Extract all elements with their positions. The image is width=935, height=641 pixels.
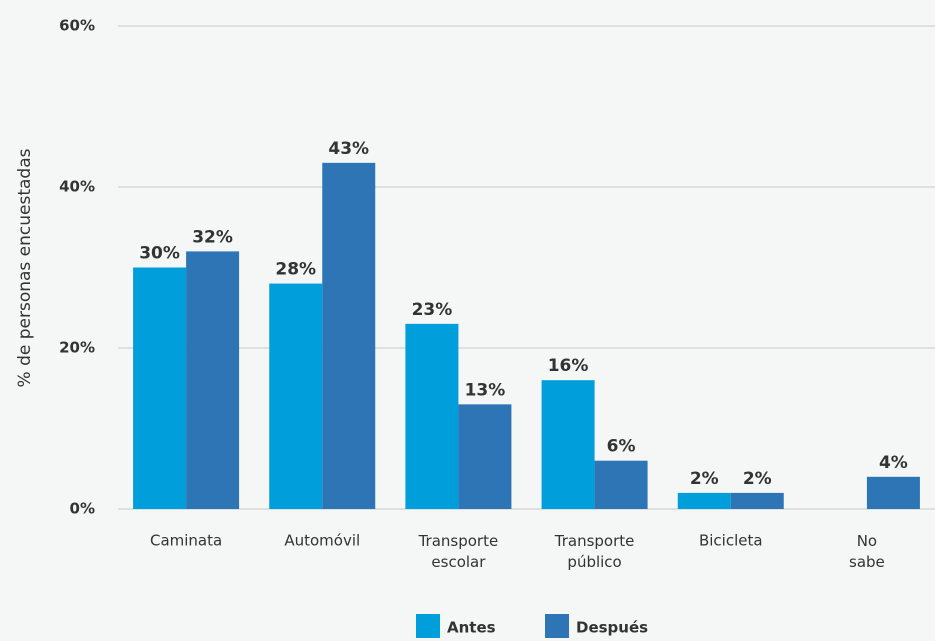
bar [730,492,784,509]
y-tick-label: 60% [59,17,95,35]
data-label: 28% [275,260,316,280]
bar [677,492,731,509]
y-tick-label: 40% [59,178,95,196]
x-tick-label: No sabe [849,532,885,571]
bar [269,283,323,509]
data-label: 2% [690,469,719,489]
bar [133,267,187,509]
bar [541,380,595,509]
y-tick-label: 20% [59,339,95,357]
data-label: 4% [879,453,908,473]
legend-swatch [545,614,569,638]
x-tick-label: Transporte público [554,532,635,571]
data-label: 23% [412,300,453,320]
bar [405,323,459,509]
y-axis-label: % de personas encuestadas [15,148,35,387]
x-tick-label: Transporte escolar [418,532,499,571]
legend-label: Antes [447,619,496,637]
bar [322,162,376,509]
x-tick-label: Automóvil [284,532,360,550]
y-tick-label: 0% [70,500,95,518]
bar [594,460,648,509]
data-label: 2% [743,469,772,489]
data-label: 13% [465,380,506,400]
data-label: 6% [607,437,636,457]
x-tick-label: Caminata [150,532,222,550]
x-tick-label: Bicicleta [699,532,763,550]
bar [866,476,920,509]
data-label: 30% [139,244,180,264]
data-label: 16% [548,356,589,376]
bar [458,404,512,509]
legend-swatch [416,614,440,638]
data-label: 32% [192,227,233,247]
bar [186,251,240,509]
data-label: 43% [328,139,369,159]
legend-label: Después [576,619,648,637]
